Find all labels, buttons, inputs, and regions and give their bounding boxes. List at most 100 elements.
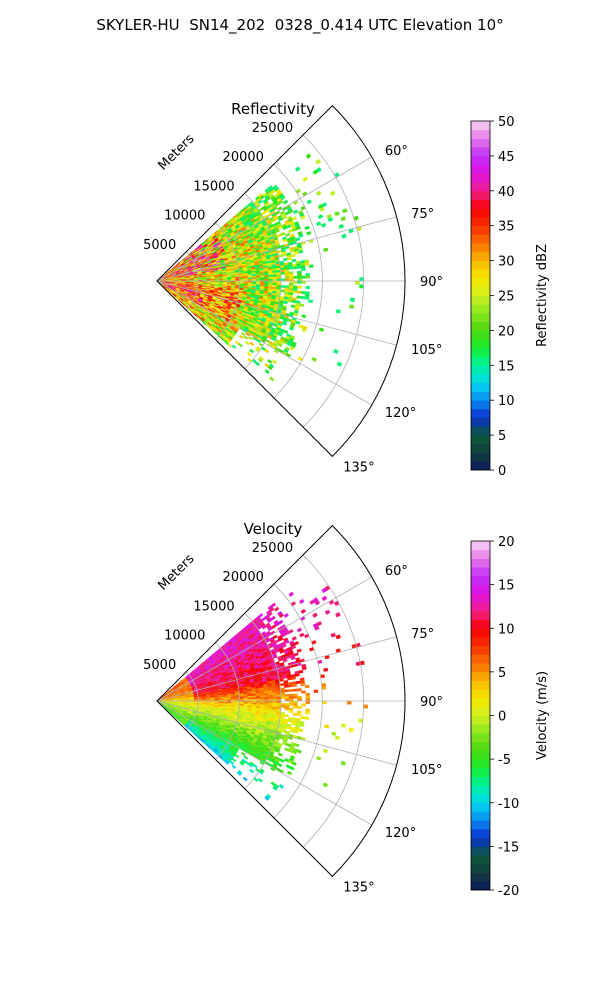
echo-gate bbox=[308, 264, 314, 268]
colorbar-swatch bbox=[471, 426, 490, 436]
colorbar-tick-label: 10 bbox=[498, 394, 515, 409]
colorbar-swatch bbox=[471, 155, 490, 166]
echo-gate bbox=[288, 273, 294, 277]
echo-gate bbox=[288, 285, 294, 289]
echo-gate bbox=[355, 280, 360, 285]
echo-gate bbox=[295, 237, 301, 242]
echo-gate bbox=[231, 764, 237, 770]
radar-echo-field bbox=[156, 153, 364, 382]
echo-gate bbox=[311, 356, 317, 362]
echo-gate bbox=[240, 751, 246, 757]
panel-title: Reflectivity bbox=[231, 100, 315, 118]
colorbar-swatch bbox=[471, 243, 490, 253]
echo-gate bbox=[340, 216, 346, 222]
echo-gate bbox=[293, 209, 299, 215]
echo-gate bbox=[293, 275, 298, 279]
radial-tick-label: 5000 bbox=[143, 238, 176, 253]
polar-panel-reflectivity: Reflectivity500010000150002000025000Mete… bbox=[143, 100, 550, 479]
echo-gate bbox=[300, 267, 306, 272]
echo-gate bbox=[294, 166, 301, 172]
echo-gate bbox=[359, 277, 364, 282]
colorbar-swatch bbox=[471, 443, 490, 453]
colorbar-tick-label: 5 bbox=[498, 429, 506, 444]
echo-gate bbox=[243, 277, 249, 280]
azimuth-tick-label: 60° bbox=[385, 144, 408, 159]
echo-gate bbox=[288, 266, 294, 270]
echo-gate bbox=[239, 277, 244, 280]
echo-gate bbox=[316, 221, 322, 226]
colorbar-tick-label: 30 bbox=[498, 255, 515, 270]
colorbar-swatch bbox=[471, 129, 490, 139]
echo-gate bbox=[280, 285, 286, 288]
colorbar-swatch bbox=[471, 391, 490, 401]
echo-gate bbox=[304, 262, 310, 266]
colorbar-swatch bbox=[471, 382, 490, 392]
echo-gate bbox=[276, 285, 282, 288]
echo-gate bbox=[239, 282, 244, 285]
echo-gate bbox=[297, 273, 302, 277]
azimuth-tick-label: 120° bbox=[385, 406, 416, 421]
radial-tick-label: 20000 bbox=[223, 150, 264, 165]
echo-gate bbox=[349, 304, 355, 309]
echo-gate bbox=[291, 216, 297, 221]
colorbar-swatch bbox=[471, 278, 490, 288]
echo-gate bbox=[255, 277, 261, 280]
echo-gate bbox=[268, 282, 273, 286]
echo-gate bbox=[333, 348, 339, 354]
echo-gate bbox=[308, 299, 314, 304]
echo-gate bbox=[304, 296, 310, 300]
colorbar-swatch bbox=[471, 190, 490, 200]
radial-tick-label: 15000 bbox=[193, 179, 234, 194]
echo-gate bbox=[269, 376, 275, 382]
echo-gate bbox=[239, 697, 244, 700]
colorbar-swatch bbox=[471, 234, 490, 244]
echo-gate bbox=[276, 270, 281, 273]
echo-gate bbox=[297, 275, 302, 279]
echo-gate bbox=[305, 275, 311, 279]
echo-gate bbox=[290, 254, 296, 258]
echo-gate bbox=[283, 257, 288, 262]
echo-gate bbox=[315, 158, 322, 165]
echo-gate bbox=[335, 309, 341, 314]
echo-gate bbox=[350, 297, 355, 302]
colorbar-swatch bbox=[471, 121, 490, 131]
colorbar-tick-label: 0 bbox=[498, 464, 506, 479]
echo-gate bbox=[229, 760, 235, 766]
echo-gate bbox=[289, 283, 294, 286]
echo-gate bbox=[272, 282, 277, 286]
azimuth-tick-label: 135° bbox=[343, 460, 374, 475]
echo-gate bbox=[292, 290, 298, 294]
echo-gate bbox=[249, 348, 255, 354]
colorbar-swatch bbox=[471, 225, 490, 235]
colorbar-swatch bbox=[471, 138, 490, 148]
echo-gate bbox=[247, 277, 253, 280]
colorbar-tick-label: 20 bbox=[498, 324, 515, 339]
echo-gate bbox=[251, 697, 257, 700]
echo-gate bbox=[264, 275, 269, 278]
colorbar-tick-label: 50 bbox=[498, 115, 515, 130]
echo-gate bbox=[297, 285, 302, 289]
echo-gate bbox=[280, 231, 286, 236]
echo-gate bbox=[287, 318, 293, 323]
colorbar-swatch bbox=[471, 347, 490, 357]
colorbar-swatch bbox=[471, 182, 490, 192]
echo-gate bbox=[247, 275, 253, 278]
colorbar-tick-label: 40 bbox=[498, 185, 515, 200]
colorbar-tick-label: 15 bbox=[498, 359, 515, 374]
echo-gate bbox=[276, 282, 282, 286]
echo-gate bbox=[304, 225, 310, 231]
colorbar-swatch bbox=[471, 269, 490, 279]
colorbar-swatch bbox=[471, 321, 490, 331]
colorbar-swatch bbox=[471, 330, 490, 340]
echo-gate bbox=[300, 290, 306, 295]
echo-gate bbox=[300, 295, 306, 300]
echo-gate bbox=[342, 208, 348, 214]
echo-gate bbox=[240, 331, 246, 337]
echo-gate bbox=[323, 247, 329, 252]
echo-gate bbox=[301, 275, 306, 279]
echo-gate bbox=[264, 348, 270, 354]
colorbar-tick-label: 45 bbox=[498, 150, 515, 165]
echo-gate bbox=[268, 276, 273, 280]
echo-gate bbox=[249, 341, 255, 346]
